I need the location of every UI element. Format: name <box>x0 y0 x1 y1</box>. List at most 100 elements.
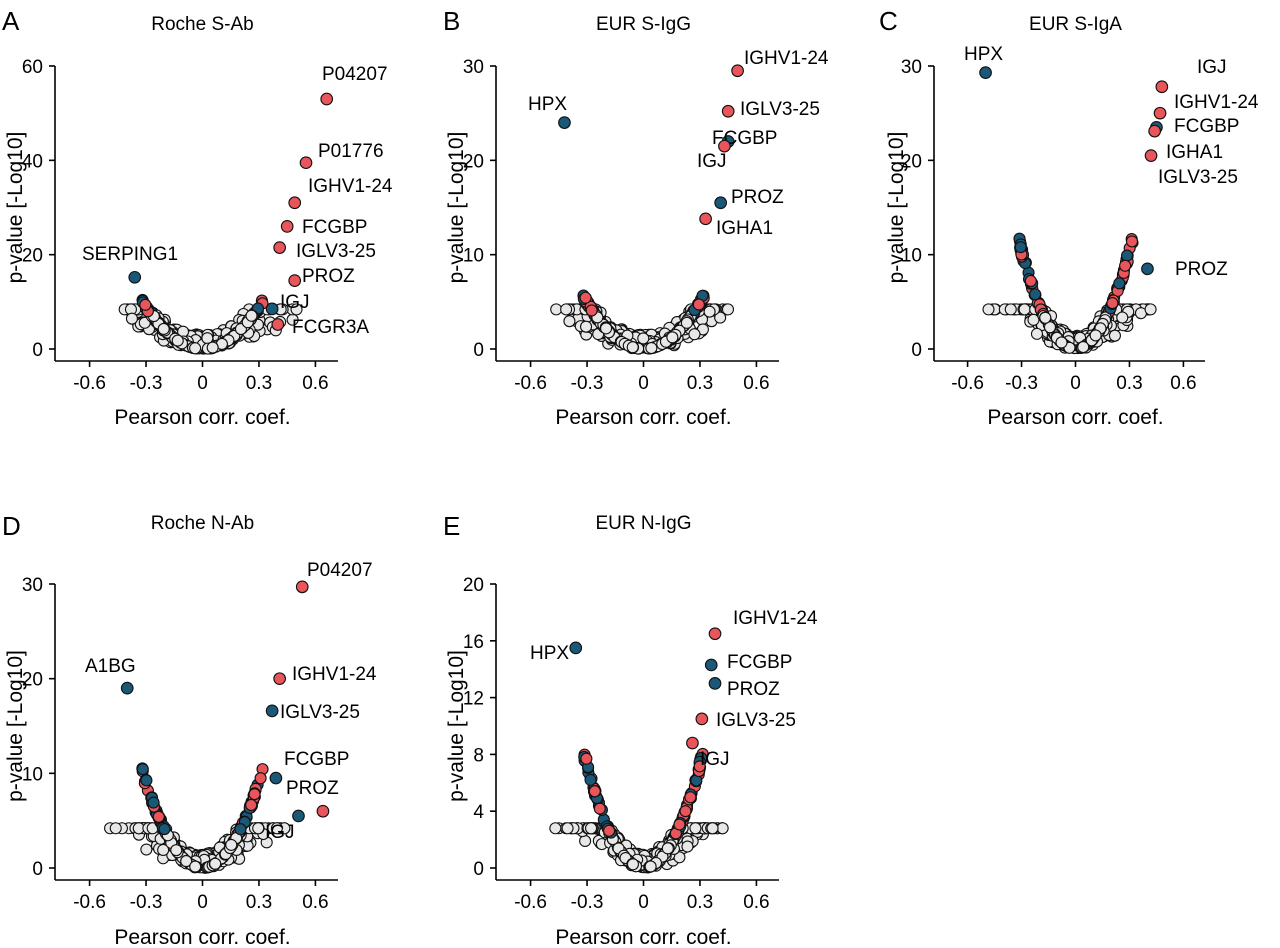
highlight-point <box>288 274 302 287</box>
nonsig-point <box>252 822 265 835</box>
curve-point <box>1125 235 1139 248</box>
nonsig-point <box>549 822 562 835</box>
nonsig-point <box>563 315 576 328</box>
highlight-point <box>128 270 142 284</box>
point-annotation: IGJ <box>700 749 730 770</box>
y-axis-label: p-value [-Log10] <box>4 132 27 284</box>
nonsig-point <box>109 822 122 835</box>
nonsig-point <box>721 303 735 316</box>
curve-point <box>585 304 598 317</box>
x-tick-label: -0.3 <box>130 373 163 394</box>
curve-point <box>580 752 593 765</box>
scatter-points <box>549 747 729 874</box>
nonsig-point <box>579 320 593 333</box>
nonsig-point <box>637 332 650 345</box>
highlight-point <box>708 677 722 690</box>
curve-point <box>661 842 674 855</box>
nonsig-point <box>689 822 702 835</box>
nonsig-point <box>1108 329 1121 342</box>
point-annotation: PROZ <box>727 679 780 700</box>
point-annotation: IGHV1-24 <box>308 176 393 197</box>
curve-point <box>171 334 184 347</box>
point-annotation: FCGBP <box>302 217 367 238</box>
point-annotation: IGHV1-24 <box>1174 92 1259 113</box>
point-annotation: HPX <box>528 94 567 115</box>
x-tick-label: 0 <box>638 892 649 913</box>
y-tick-label: 30 <box>22 575 43 596</box>
curve-point <box>1029 288 1042 301</box>
curve-point <box>1113 277 1126 290</box>
scatter-points <box>982 232 1157 355</box>
highlight-point <box>265 704 279 718</box>
highlight-point <box>320 92 334 106</box>
nonsig-point <box>706 822 719 835</box>
x-tick-label: -0.6 <box>514 892 547 913</box>
point-annotation: IGHV1-24 <box>292 664 377 685</box>
highlight-point <box>1153 106 1167 120</box>
nonsig-point <box>1144 303 1157 316</box>
nonsig-point <box>1116 311 1129 324</box>
curve-point <box>644 860 657 873</box>
y-tick-label: 40 <box>22 151 43 172</box>
point-annotation: FCGBP <box>1174 116 1239 137</box>
nonsig-point <box>681 840 694 853</box>
curve-point <box>136 763 149 776</box>
nonsig-point <box>688 328 701 341</box>
x-tick-label: 0 <box>197 373 208 394</box>
curve-point <box>693 760 706 773</box>
y-tick-label: 30 <box>463 57 484 78</box>
point-annotation: PROZ <box>731 187 784 208</box>
x-tick-label: -0.3 <box>571 892 604 913</box>
point-annotation: PROZ <box>286 778 339 799</box>
panel-title: Roche S-Ab <box>151 14 253 35</box>
curve-point <box>603 824 616 837</box>
point-annotation: IGJ <box>280 292 310 313</box>
highlight-point <box>265 302 279 316</box>
point-annotation: P01776 <box>318 141 384 162</box>
y-tick-label: 0 <box>32 859 43 880</box>
highlight-point <box>280 220 294 233</box>
curve-point <box>626 341 639 354</box>
panel-a: A Roche S-Ab -0.6 -0.3 0 0.3 0.6 0 20 40 60 Pearson… <box>2 6 393 429</box>
x-tick-label: -0.6 <box>951 373 984 394</box>
highlight-point <box>273 672 287 686</box>
y-axis-label: p-value [-Log10] <box>445 132 468 284</box>
x-tick-label: -0.6 <box>514 373 547 394</box>
curve-point <box>679 805 692 818</box>
highlight-point <box>316 804 330 818</box>
highlight-point <box>558 116 571 129</box>
x-tick-label: -0.6 <box>73 892 106 913</box>
point-annotation: SERPING1 <box>82 244 178 265</box>
highlight-point <box>295 580 309 594</box>
highlight-point <box>718 139 731 153</box>
x-tick-label: -0.3 <box>1005 373 1038 394</box>
y-axis-label: p-value [-Log10] <box>4 650 27 802</box>
nonsig-point <box>714 311 727 324</box>
point-annotation: PROZ <box>302 266 355 287</box>
x-axis-label: Pearson corr. coef. <box>114 926 290 948</box>
panel-title: EUR N-IgG <box>595 513 691 534</box>
x-tick-label: 0.6 <box>743 373 769 394</box>
highlight-point <box>569 641 583 655</box>
y-tick-label: 12 <box>463 689 484 710</box>
y-tick-label: 10 <box>901 246 922 267</box>
y-tick-label: 4 <box>473 802 484 823</box>
nonsig-point <box>1018 303 1031 316</box>
point-annotation: HPX <box>964 44 1003 65</box>
curve-point <box>1120 249 1134 262</box>
point-annotation: IGJ <box>1197 57 1227 78</box>
nonsig-point <box>1030 327 1044 340</box>
curve-point <box>209 857 222 870</box>
point-annotation: P04207 <box>307 560 373 581</box>
point-annotation: IGLV3-25 <box>280 702 360 723</box>
y-tick-label: 60 <box>22 57 43 78</box>
nonsig-point <box>982 303 995 316</box>
curve-point <box>157 322 170 335</box>
highlight-point <box>292 809 305 823</box>
curve-point <box>645 342 658 355</box>
highlight-point <box>695 712 709 726</box>
point-annotation: HPX <box>530 643 569 664</box>
y-tick-label: 0 <box>473 859 484 880</box>
x-axis-label: Pearson corr. coef. <box>555 406 731 429</box>
